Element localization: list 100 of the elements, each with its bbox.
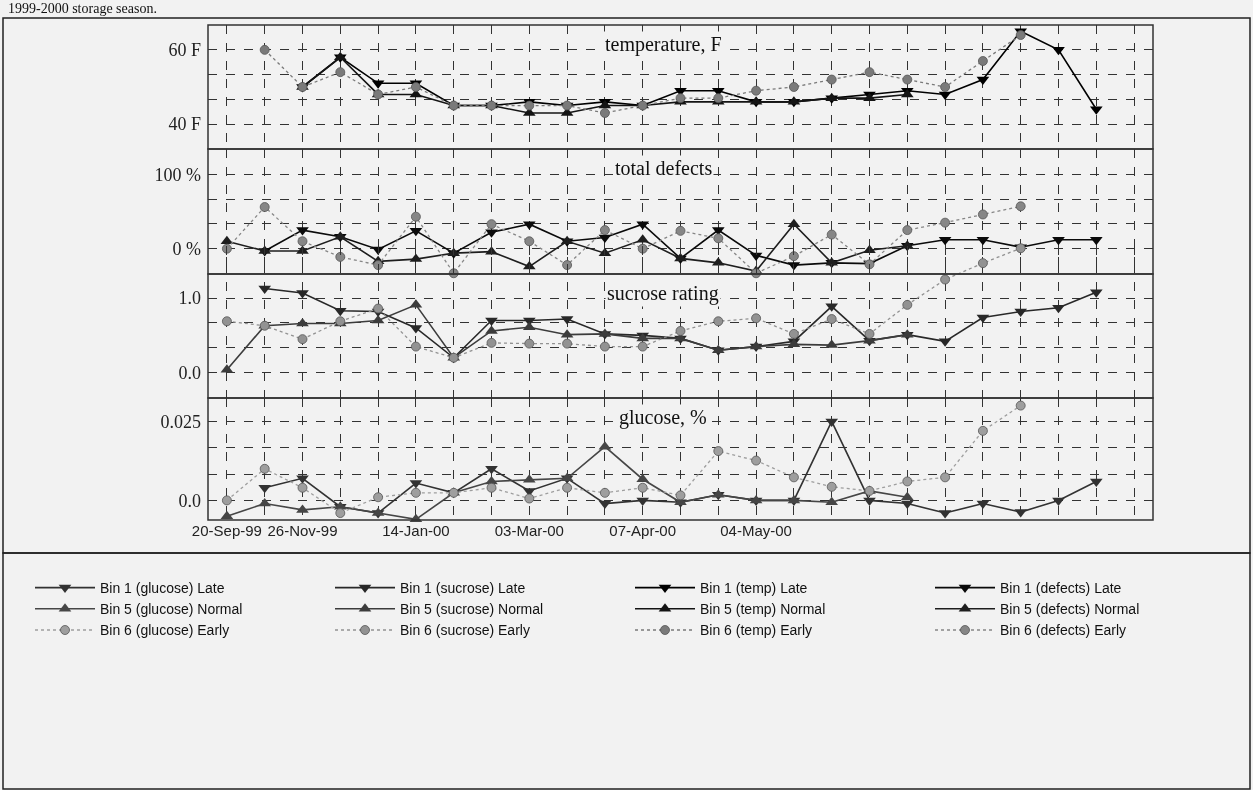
legend-label: Bin 1 (glucose) Late	[100, 580, 225, 597]
point	[902, 476, 913, 487]
point	[637, 482, 648, 493]
point	[751, 313, 761, 324]
point	[864, 329, 875, 339]
point	[1015, 201, 1026, 212]
point	[826, 229, 837, 240]
point	[411, 487, 421, 498]
point	[411, 211, 421, 222]
point	[789, 472, 799, 483]
point	[976, 76, 990, 86]
point	[373, 260, 383, 270]
text: sucrose rating	[607, 282, 719, 305]
point	[902, 225, 913, 235]
point	[978, 258, 988, 269]
point	[976, 314, 990, 324]
point	[637, 341, 648, 352]
point	[259, 44, 270, 55]
point	[675, 326, 686, 336]
x-tick-label: 20-Sep-99	[191, 522, 262, 539]
point	[562, 338, 572, 349]
point	[562, 260, 572, 270]
point	[978, 209, 988, 220]
point	[713, 316, 724, 327]
point	[789, 82, 799, 92]
chart-title: glucose, %	[619, 406, 707, 429]
point	[297, 334, 308, 345]
point	[486, 219, 497, 230]
legend-label: Bin 6 (glucose) Early	[100, 622, 230, 639]
point	[373, 492, 383, 503]
point	[789, 251, 799, 262]
point	[562, 482, 572, 493]
point	[637, 243, 648, 254]
point	[524, 236, 535, 247]
point	[751, 455, 761, 466]
point	[826, 314, 837, 324]
point	[675, 490, 686, 501]
text: 1999-2000 storage season.	[8, 1, 157, 16]
point	[600, 487, 610, 498]
point	[713, 233, 724, 244]
legend-label: Bin 6 (defects) Early	[1000, 622, 1127, 639]
point	[751, 85, 761, 96]
point	[296, 317, 309, 327]
point	[1015, 400, 1026, 411]
point	[486, 482, 497, 493]
point	[259, 202, 270, 212]
legend-label: Bin 1 (defects) Late	[1000, 580, 1122, 597]
point	[222, 316, 232, 327]
legend-label: Bin 5 (sucrose) Normal	[400, 601, 544, 618]
point	[675, 225, 686, 236]
point	[600, 341, 610, 352]
x-tick-label: 14-Jan-00	[382, 522, 450, 539]
point	[297, 482, 308, 493]
point	[335, 251, 346, 262]
point	[978, 425, 988, 436]
legend-label: Bin 6 (sucrose) Early	[400, 622, 530, 639]
point	[297, 236, 308, 247]
legend-label: Bin 1 (temp) Late	[700, 580, 808, 597]
point	[940, 217, 950, 228]
point	[902, 74, 913, 85]
point	[976, 500, 990, 510]
point	[259, 463, 270, 474]
point	[598, 500, 612, 510]
point	[1014, 308, 1028, 318]
point	[826, 74, 837, 85]
x-tick-label: 26-Nov-99	[267, 522, 338, 539]
x-tick-label: 07-Apr-00	[609, 522, 677, 539]
point	[524, 493, 535, 504]
legend-label: Bin 5 (defects) Normal	[1000, 601, 1140, 618]
y-tick-label: 0.025	[160, 411, 201, 432]
point	[335, 67, 346, 78]
x-tick-label: 03-Mar-00	[494, 522, 564, 539]
chart-title: temperature, F	[605, 33, 722, 56]
point	[864, 67, 875, 78]
point	[600, 225, 610, 235]
point	[222, 495, 232, 506]
point	[524, 338, 535, 349]
x-tick-label: 04-May-00	[720, 522, 792, 539]
point	[713, 446, 724, 456]
point	[940, 274, 950, 285]
point	[900, 500, 914, 510]
chart-title: total defects	[615, 157, 713, 179]
point	[826, 481, 837, 492]
y-tick-label: 0.0	[178, 490, 201, 511]
legend-label: Bin 6 (temp) Early	[700, 622, 813, 639]
point	[220, 235, 234, 245]
point	[600, 108, 610, 118]
legend-label: Bin 1 (sucrose) Late	[400, 580, 526, 597]
point	[978, 56, 988, 66]
point	[902, 299, 913, 310]
y-tick-label: 0 %	[172, 239, 201, 259]
point	[940, 82, 950, 92]
point	[373, 303, 383, 314]
y-tick-label: 1.0	[178, 288, 201, 309]
y-tick-label: 60 F	[168, 40, 201, 61]
legend-label: Bin 5 (glucose) Normal	[100, 601, 243, 618]
point	[335, 508, 346, 518]
point	[598, 234, 612, 244]
y-tick-label: 100 %	[154, 164, 201, 185]
point	[940, 472, 950, 483]
